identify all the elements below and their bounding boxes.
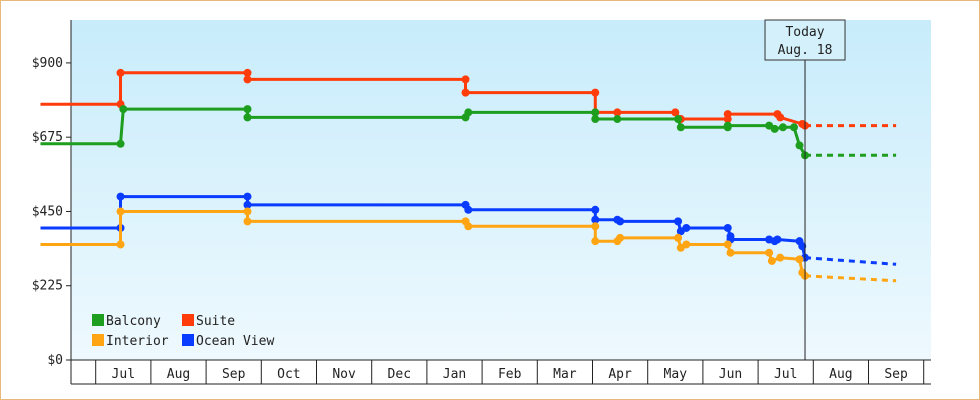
data-point — [795, 141, 804, 150]
data-point — [616, 233, 625, 242]
data-point — [789, 123, 798, 132]
data-point — [767, 256, 776, 265]
series-line — [40, 210, 807, 277]
x-month-label: Nov — [332, 367, 356, 382]
legend-swatch — [182, 314, 194, 326]
legend-swatch — [92, 314, 104, 326]
data-point — [591, 108, 600, 117]
data-point — [591, 205, 600, 214]
data-point — [765, 248, 774, 257]
data-point — [770, 124, 779, 133]
data-point — [613, 108, 622, 117]
x-month-label: Aug — [829, 367, 852, 382]
legend-label: Suite — [196, 314, 235, 329]
data-point — [243, 217, 252, 226]
data-point — [671, 108, 680, 117]
data-point — [682, 223, 691, 232]
data-point — [723, 240, 732, 249]
y-tick-label: $225 — [32, 279, 63, 294]
today-date: Aug. 18 — [778, 43, 833, 58]
data-point — [243, 200, 252, 209]
data-point — [682, 240, 691, 249]
data-point — [243, 105, 252, 114]
data-point — [674, 115, 683, 124]
series-balcony — [40, 105, 897, 160]
x-month-label: Sep — [222, 367, 246, 382]
plot-area — [71, 20, 931, 360]
data-point — [243, 75, 252, 84]
x-month-label: Jun — [719, 367, 742, 382]
data-point — [116, 207, 125, 216]
x-month-label: May — [664, 367, 688, 382]
data-point — [773, 235, 782, 244]
data-point — [116, 192, 125, 201]
legend-label: Interior — [106, 334, 169, 349]
legend-label: Ocean View — [196, 334, 274, 349]
series-ocean-view — [40, 192, 897, 266]
data-point — [723, 121, 732, 130]
data-point — [119, 105, 128, 114]
today-box — [764, 19, 846, 61]
series-projection — [804, 256, 897, 266]
legend-swatch — [92, 334, 104, 346]
data-point — [674, 217, 683, 226]
data-point — [243, 113, 252, 122]
data-point — [591, 222, 600, 231]
x-month-label: Mar — [553, 367, 577, 382]
x-month-label: Oct — [277, 367, 300, 382]
data-point — [798, 242, 807, 251]
legend-swatch — [182, 334, 194, 346]
series-interior — [40, 207, 897, 283]
x-month-label: Feb — [498, 367, 522, 382]
data-point — [726, 248, 735, 257]
data-point — [591, 237, 600, 246]
x-month-label: Sep — [884, 367, 908, 382]
data-point — [243, 207, 252, 216]
data-point — [723, 110, 732, 119]
data-point — [616, 217, 625, 226]
data-point — [776, 253, 785, 262]
data-point — [776, 113, 785, 122]
data-point — [464, 108, 473, 117]
x-month-label: Jul — [774, 367, 797, 382]
y-tick-label: $900 — [32, 56, 63, 71]
data-point — [243, 68, 252, 77]
data-point — [778, 123, 787, 132]
data-point — [116, 139, 125, 148]
x-month-label: Jan — [443, 367, 466, 382]
data-point — [116, 68, 125, 77]
data-point — [464, 222, 473, 231]
data-point — [591, 88, 600, 97]
data-point — [591, 215, 600, 224]
y-tick-label: $675 — [32, 130, 63, 145]
data-point — [723, 223, 732, 232]
data-point — [676, 123, 685, 132]
series-projection — [804, 274, 897, 283]
x-month-label: Dec — [388, 367, 411, 382]
x-month-label: Jul — [112, 367, 135, 382]
data-point — [461, 88, 470, 97]
data-point — [591, 115, 600, 124]
y-tick-label: $0 — [47, 353, 63, 368]
data-point — [243, 192, 252, 201]
data-point — [795, 255, 804, 264]
x-month-label: Apr — [608, 367, 632, 382]
legend-label: Balcony — [106, 314, 161, 329]
today-label: Today — [785, 25, 824, 40]
x-month-label: Aug — [167, 367, 190, 382]
data-point — [116, 240, 125, 249]
data-point — [674, 233, 683, 242]
data-point — [464, 205, 473, 214]
y-tick-label: $450 — [32, 204, 63, 219]
data-point — [613, 115, 622, 124]
data-point — [461, 75, 470, 84]
